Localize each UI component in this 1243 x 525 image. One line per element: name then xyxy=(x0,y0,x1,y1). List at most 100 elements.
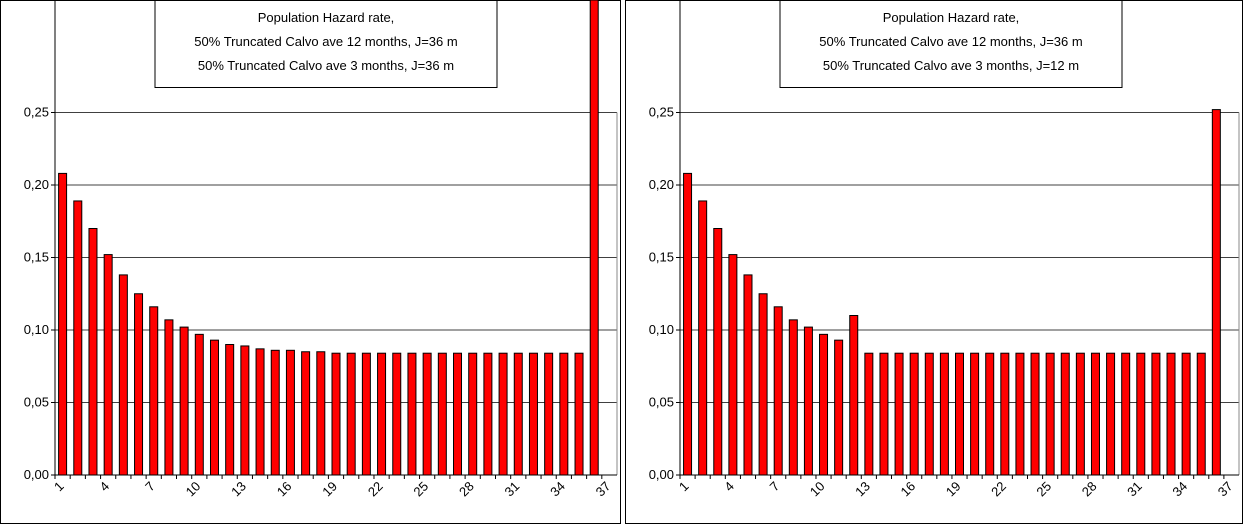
title-box xyxy=(779,0,1123,88)
y-tick-label: 0,10 xyxy=(649,322,674,337)
x-tick-label: 34 xyxy=(1169,479,1190,500)
y-tick-label: 0,15 xyxy=(24,250,49,265)
bar xyxy=(1136,352,1146,476)
chart-title: Population Hazard rate, xyxy=(883,10,1020,25)
bar xyxy=(331,352,341,476)
bar xyxy=(194,333,204,476)
bar xyxy=(909,352,919,476)
x-tick-label: 25 xyxy=(410,479,431,500)
y-tick-label: 0,25 xyxy=(649,105,674,120)
bar xyxy=(834,339,844,476)
bar xyxy=(1090,352,1100,476)
bar xyxy=(1045,352,1055,476)
y-tick-label: 0,10 xyxy=(24,322,49,337)
bar xyxy=(1196,352,1206,476)
bar xyxy=(164,319,174,476)
y-tick-label: 0,25 xyxy=(24,105,49,120)
bar xyxy=(468,352,478,476)
x-tick-label: 37 xyxy=(1215,479,1236,500)
bar xyxy=(255,348,265,476)
bar xyxy=(1030,352,1040,476)
y-tick-label: 0,05 xyxy=(24,395,49,410)
bar xyxy=(985,352,995,476)
bar xyxy=(683,172,693,476)
bar xyxy=(58,172,68,476)
x-tick-label: 10 xyxy=(183,479,204,500)
x-tick-label: 25 xyxy=(1033,479,1054,500)
x-tick-label: 13 xyxy=(852,479,873,500)
chart-title: 50% Truncated Calvo ave 12 months, J=36 … xyxy=(819,34,1082,49)
bar xyxy=(316,351,326,476)
bar xyxy=(970,352,980,476)
bar xyxy=(1151,352,1161,476)
bar xyxy=(1106,352,1116,476)
bar xyxy=(924,352,934,476)
x-tick-label: 31 xyxy=(502,479,523,500)
bar xyxy=(513,352,523,476)
x-tick-label: 10 xyxy=(807,479,828,500)
x-tick-label: 4 xyxy=(97,479,113,495)
x-tick-label: 1 xyxy=(676,479,692,495)
x-tick-label: 22 xyxy=(365,479,386,500)
bar xyxy=(225,344,235,476)
bar xyxy=(788,319,798,476)
y-tick-label: 0,20 xyxy=(24,177,49,192)
bar xyxy=(1181,352,1191,476)
bar xyxy=(149,306,159,476)
bar xyxy=(392,352,402,476)
bar xyxy=(1000,352,1010,476)
y-tick-label: 0,05 xyxy=(649,395,674,410)
bar xyxy=(240,345,250,476)
bar xyxy=(1211,109,1221,476)
bar xyxy=(864,352,874,476)
chart-title: 50% Truncated Calvo ave 3 months, J=12 m xyxy=(823,58,1079,73)
bar xyxy=(849,315,859,476)
x-tick-label: 28 xyxy=(1079,479,1100,500)
bar xyxy=(1075,352,1085,476)
x-tick-label: 7 xyxy=(142,479,158,495)
chart: 0,00 0,05 0,10 0,15 0,20 0,25 1 4 7 10 13 16 19 22 25 2… xyxy=(625,0,1243,524)
bar xyxy=(773,306,783,476)
bar xyxy=(743,274,753,476)
bar xyxy=(285,349,295,476)
bar xyxy=(713,228,723,476)
chart: 0,00 0,05 0,10 0,15 0,20 0,25 1 4 7 10 13 16 19 22 25 2… xyxy=(0,0,621,524)
bar xyxy=(589,0,599,476)
x-tick-label: 1 xyxy=(51,479,67,495)
x-tick-label: 22 xyxy=(988,479,1009,500)
x-tick-label: 4 xyxy=(721,479,737,495)
chart-title: 50% Truncated Calvo ave 12 months, J=36 … xyxy=(194,34,457,49)
bar xyxy=(879,352,889,476)
bar xyxy=(483,352,493,476)
bar xyxy=(179,326,189,476)
bar xyxy=(88,228,98,476)
bar xyxy=(301,351,311,476)
bar xyxy=(270,349,280,476)
bar xyxy=(894,352,904,476)
x-tick-label: 19 xyxy=(943,479,964,500)
bar xyxy=(1166,352,1176,476)
x-tick-label: 7 xyxy=(767,479,783,495)
bar xyxy=(437,352,447,476)
y-tick-label: 0,20 xyxy=(649,177,674,192)
chart-title: Population Hazard rate, xyxy=(258,10,395,25)
bar xyxy=(528,352,538,476)
bar xyxy=(103,254,113,476)
bar xyxy=(1015,352,1025,476)
y-tick-label: 0,00 xyxy=(24,467,49,482)
bar xyxy=(574,352,584,476)
bar xyxy=(955,352,964,476)
bar xyxy=(559,352,569,476)
bar xyxy=(1121,352,1131,476)
bar xyxy=(544,352,554,476)
x-tick-label: 34 xyxy=(547,479,568,500)
bar xyxy=(346,352,356,476)
bar xyxy=(803,326,813,476)
bar xyxy=(73,200,83,476)
bar xyxy=(939,352,949,476)
x-tick-label: 16 xyxy=(274,479,295,500)
x-tick-label: 13 xyxy=(228,479,249,500)
x-tick-label: 28 xyxy=(456,479,477,500)
bar xyxy=(361,352,371,476)
